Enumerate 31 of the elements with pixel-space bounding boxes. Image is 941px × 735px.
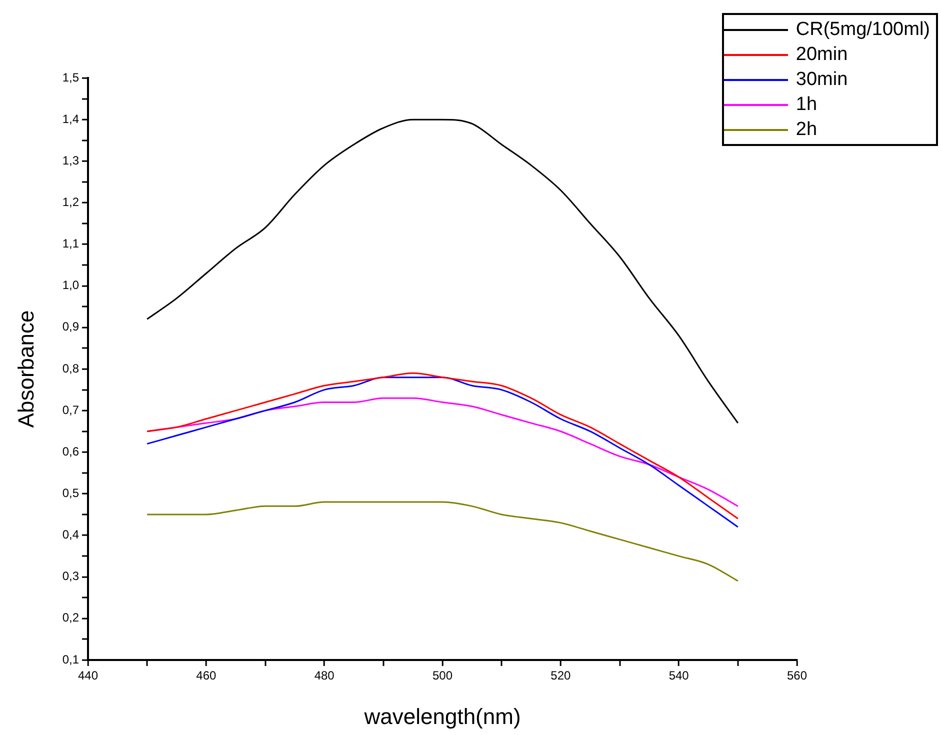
y-tick-label: 1,2 [62, 195, 80, 210]
x-axis-title: wavelength(nm) [363, 704, 521, 729]
y-tick-label: 1,5 [62, 70, 80, 84]
y-tick-label: 0,3 [62, 569, 80, 584]
y-axis-title: Absorbance [13, 310, 38, 428]
x-tick-label: 460 [196, 668, 216, 683]
y-tick-label: 0,1 [62, 652, 80, 666]
x-tick-label: 560 [786, 668, 808, 683]
y-tick-label: 0,5 [62, 486, 80, 500]
y-tick-label: 1,1 [62, 236, 80, 251]
x-tick-label: 520 [550, 668, 571, 683]
x-tick-label: 540 [668, 668, 690, 683]
y-tick-label: 0,8 [62, 361, 80, 376]
y-tick-label: 0,6 [62, 444, 80, 458]
legend-label: 2h [796, 118, 818, 142]
x-tick-label: 480 [314, 668, 335, 683]
legend-label: 20min [796, 43, 848, 67]
legend-label: 30min [796, 68, 848, 92]
y-tick-label: 0,2 [62, 610, 80, 625]
y-tick-label: 1,3 [62, 153, 80, 168]
line-series [146, 118, 739, 424]
x-tick-label: 440 [78, 668, 98, 683]
line-series [146, 501, 739, 582]
y-tick-label: 0,7 [62, 402, 80, 417]
y-tick-label: 0,4 [62, 528, 80, 542]
legend-label: 1h [796, 93, 818, 117]
y-tick-label: 0,9 [62, 320, 80, 334]
x-tick-label: 500 [432, 668, 453, 683]
y-tick-label: 1,4 [62, 112, 80, 126]
y-tick-label: 1,0 [62, 278, 80, 292]
legend-label: CR(5mg/100ml) [796, 18, 930, 42]
